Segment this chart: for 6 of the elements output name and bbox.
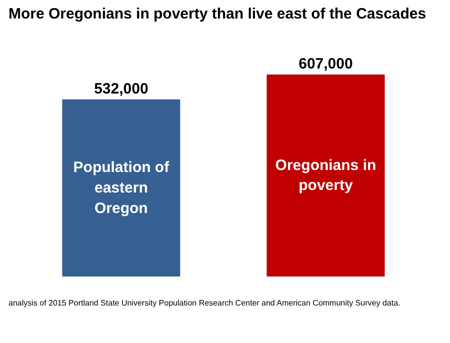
x-tick-label: Population of eastern Oregon <box>73 159 170 217</box>
data-label: 532,000 <box>94 80 148 98</box>
text: analysis of 2015 Portland State University Population Research Center and American Community Survey data. <box>8 298 400 308</box>
chart-title: More Oregonians in poverty than live east of the Cascades <box>8 6 426 22</box>
x-tick-label: Oregonians in poverty <box>275 156 376 194</box>
data-label: 607,000 <box>298 55 353 72</box>
